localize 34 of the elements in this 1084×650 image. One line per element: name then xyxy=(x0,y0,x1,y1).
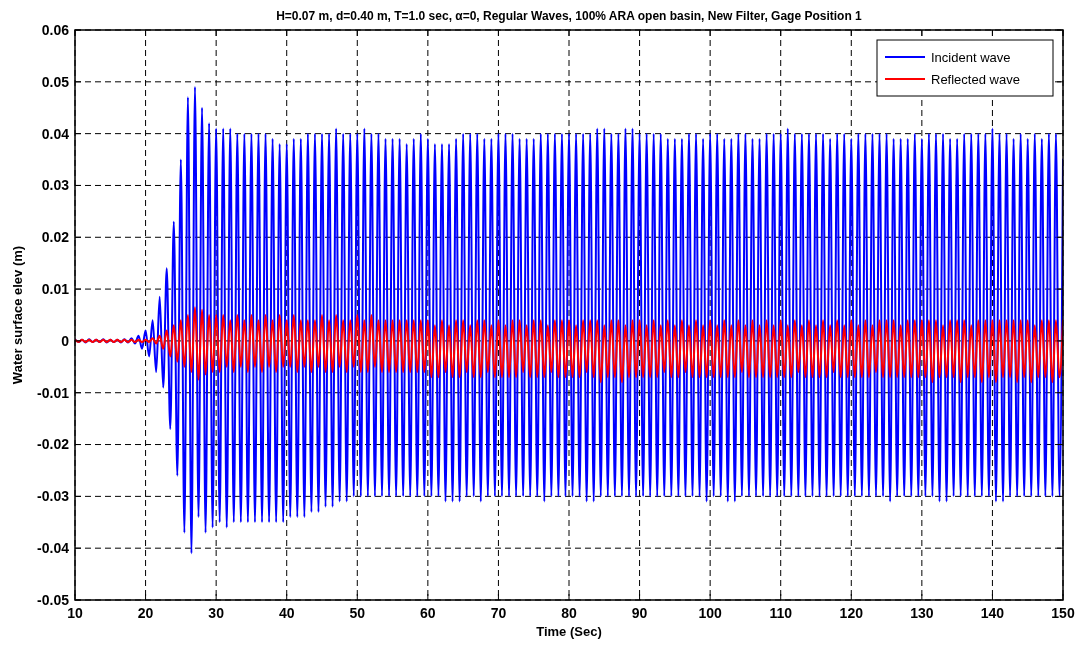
y-tick-label: 0.06 xyxy=(41,21,70,38)
x-tick-label: 130 xyxy=(910,605,934,621)
x-tick-label: 90 xyxy=(631,605,648,621)
x-tick-label: 10 xyxy=(67,605,83,621)
x-tick-label: 150 xyxy=(1051,605,1075,621)
y-tick-label: 0.03 xyxy=(41,177,70,194)
x-tick-label: 120 xyxy=(839,605,864,621)
x-tick-label: 100 xyxy=(698,605,723,621)
y-tick-label: 0.04 xyxy=(41,125,70,142)
y-tick-label: -0.01 xyxy=(37,384,70,401)
legend-label: Reflected wave xyxy=(931,71,1020,87)
y-tick-label: 0.05 xyxy=(41,73,70,90)
y-tick-label: -0.02 xyxy=(37,436,70,453)
legend-label: Incident wave xyxy=(931,49,1011,65)
x-tick-label: 60 xyxy=(420,605,436,621)
y-axis-title: Water surface elev (m) xyxy=(10,245,25,385)
y-tick-label: -0.05 xyxy=(37,591,70,608)
x-tick-label: 70 xyxy=(490,605,507,621)
y-tick-label: -0.03 xyxy=(37,488,70,505)
x-tick-label: 140 xyxy=(980,605,1005,621)
x-tick-label: 30 xyxy=(208,605,225,621)
x-tick-label: 110 xyxy=(769,605,793,621)
y-tick-label: -0.04 xyxy=(37,540,70,557)
x-tick-label: 40 xyxy=(278,605,295,621)
line-series xyxy=(75,86,1063,555)
chart-title: H=0.07 m, d=0.40 m, T=1.0 sec, α=0, Regular Waves, 100% ARA open basin, New Filter, Gage Position 1 xyxy=(276,9,863,23)
x-tick-label: 20 xyxy=(137,605,154,621)
y-tick-label: 0.02 xyxy=(41,229,70,246)
x-axis-title: Time (Sec) xyxy=(536,624,602,639)
x-tick-label: 50 xyxy=(349,605,366,621)
y-tick-label: 0 xyxy=(61,332,70,349)
line-series xyxy=(75,306,1063,384)
x-tick-label: 80 xyxy=(561,605,577,621)
y-tick-label: 0.01 xyxy=(41,280,70,297)
